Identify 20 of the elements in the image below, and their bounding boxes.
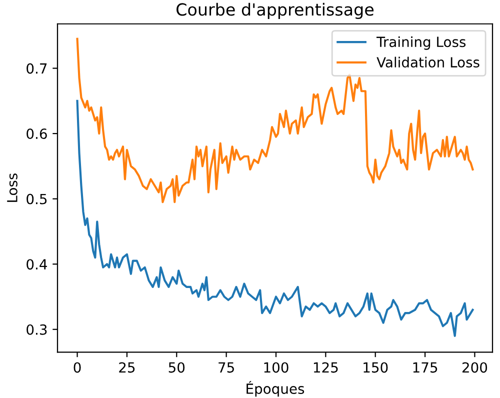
y-axis-title: Loss [7,174,18,202]
x-tick-label: 100 [264,362,288,373]
x-tick-label: 50 [168,362,185,373]
x-tick-label: 150 [364,362,388,373]
x-tick-label: 75 [218,362,234,373]
y-tick-label: 0.7 [26,63,47,74]
y-tick-label: 0.4 [26,259,47,270]
chart-title: Courbe d'apprentissage [176,2,374,20]
y-tick-label: 0.6 [26,128,47,140]
y-tick-label: 0.5 [26,194,47,204]
x-axis-title: Époques [246,380,304,397]
x-tick-label: 25 [119,362,135,373]
x-tick-label: 0 [74,362,81,373]
legend-label: Training Loss [376,36,466,50]
line-series [76,100,474,337]
x-tick-label: 175 [413,362,438,373]
legend-label: Validation Loss [376,56,480,68]
y-tick-label: 0.3 [26,324,47,335]
x-tick-label: 200 [462,362,488,373]
x-tick-label: 125 [314,362,338,373]
